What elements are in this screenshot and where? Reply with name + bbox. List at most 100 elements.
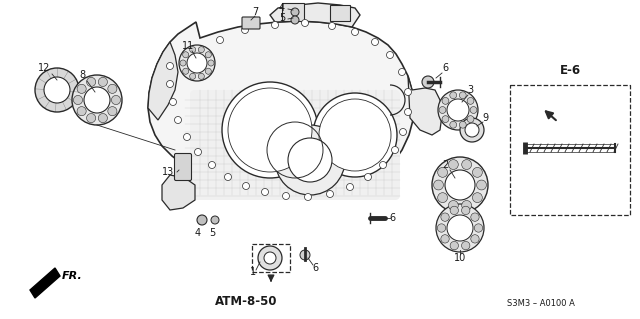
Circle shape bbox=[228, 88, 312, 172]
Text: 5: 5 bbox=[209, 228, 215, 238]
Circle shape bbox=[404, 108, 412, 115]
Circle shape bbox=[99, 114, 108, 122]
Text: 12: 12 bbox=[38, 63, 50, 73]
Circle shape bbox=[472, 167, 483, 177]
Bar bbox=[330, 5, 350, 21]
Text: 1: 1 bbox=[250, 267, 256, 277]
Circle shape bbox=[399, 129, 406, 136]
Circle shape bbox=[439, 107, 446, 114]
Circle shape bbox=[225, 174, 232, 181]
Text: ATM-8-50: ATM-8-50 bbox=[215, 295, 277, 308]
Circle shape bbox=[392, 146, 399, 153]
Circle shape bbox=[282, 192, 289, 199]
Circle shape bbox=[166, 63, 173, 70]
Polygon shape bbox=[30, 268, 60, 298]
Bar bbox=[252, 244, 290, 272]
Circle shape bbox=[422, 76, 434, 88]
Circle shape bbox=[442, 116, 449, 122]
Bar bbox=[510, 85, 630, 215]
Circle shape bbox=[461, 160, 472, 169]
Text: 13: 13 bbox=[162, 167, 174, 177]
Text: 6: 6 bbox=[389, 213, 395, 223]
Circle shape bbox=[166, 80, 173, 87]
Text: 6: 6 bbox=[312, 263, 318, 273]
Circle shape bbox=[198, 47, 204, 53]
Circle shape bbox=[196, 51, 204, 58]
Circle shape bbox=[291, 16, 299, 24]
Circle shape bbox=[44, 77, 70, 103]
Circle shape bbox=[198, 73, 204, 79]
FancyBboxPatch shape bbox=[242, 17, 260, 29]
Text: 4: 4 bbox=[279, 3, 285, 13]
Text: FR.: FR. bbox=[62, 271, 83, 281]
Text: 5: 5 bbox=[279, 13, 285, 23]
Circle shape bbox=[450, 121, 456, 128]
Circle shape bbox=[243, 182, 250, 189]
Circle shape bbox=[441, 235, 449, 243]
Circle shape bbox=[432, 157, 488, 213]
Circle shape bbox=[450, 206, 458, 215]
Text: 9: 9 bbox=[482, 113, 488, 123]
Circle shape bbox=[241, 26, 248, 33]
Circle shape bbox=[433, 180, 444, 190]
Circle shape bbox=[305, 194, 312, 201]
Circle shape bbox=[205, 68, 211, 74]
Circle shape bbox=[442, 98, 449, 104]
Circle shape bbox=[470, 107, 477, 114]
Circle shape bbox=[472, 193, 483, 203]
Circle shape bbox=[380, 161, 387, 168]
Text: E-6: E-6 bbox=[559, 64, 580, 77]
Circle shape bbox=[371, 39, 378, 46]
Circle shape bbox=[180, 60, 186, 66]
Text: 6: 6 bbox=[442, 63, 448, 73]
Circle shape bbox=[195, 149, 202, 155]
Circle shape bbox=[189, 73, 196, 79]
Circle shape bbox=[84, 87, 110, 113]
Circle shape bbox=[450, 92, 456, 99]
Circle shape bbox=[471, 213, 479, 221]
Circle shape bbox=[262, 189, 269, 196]
Circle shape bbox=[445, 170, 475, 200]
Circle shape bbox=[216, 36, 223, 43]
Polygon shape bbox=[162, 175, 195, 210]
Circle shape bbox=[86, 114, 96, 122]
Circle shape bbox=[184, 133, 191, 140]
Circle shape bbox=[108, 84, 117, 93]
Polygon shape bbox=[270, 3, 360, 27]
Circle shape bbox=[328, 23, 335, 29]
Circle shape bbox=[208, 60, 214, 66]
Circle shape bbox=[275, 125, 345, 195]
Circle shape bbox=[461, 241, 470, 250]
Circle shape bbox=[72, 75, 122, 125]
Circle shape bbox=[474, 224, 483, 232]
Circle shape bbox=[365, 174, 371, 181]
Text: 8: 8 bbox=[79, 70, 85, 80]
Circle shape bbox=[346, 183, 353, 190]
Circle shape bbox=[301, 19, 308, 26]
Bar bbox=[282, 3, 304, 21]
Text: 10: 10 bbox=[454, 253, 466, 263]
Circle shape bbox=[441, 213, 449, 221]
Circle shape bbox=[77, 107, 86, 116]
Circle shape bbox=[205, 52, 211, 58]
Circle shape bbox=[111, 95, 120, 105]
Circle shape bbox=[447, 99, 469, 121]
Circle shape bbox=[450, 241, 458, 250]
Circle shape bbox=[313, 93, 397, 177]
Circle shape bbox=[222, 82, 318, 178]
Text: 4: 4 bbox=[195, 228, 201, 238]
Circle shape bbox=[326, 190, 333, 197]
Circle shape bbox=[467, 98, 474, 104]
Circle shape bbox=[447, 215, 473, 241]
Circle shape bbox=[197, 215, 207, 225]
Circle shape bbox=[258, 246, 282, 270]
Circle shape bbox=[438, 167, 447, 177]
Polygon shape bbox=[408, 76, 442, 135]
Circle shape bbox=[437, 224, 445, 232]
Circle shape bbox=[438, 193, 447, 203]
Circle shape bbox=[477, 180, 486, 190]
FancyBboxPatch shape bbox=[190, 90, 400, 200]
Circle shape bbox=[209, 161, 216, 168]
Circle shape bbox=[460, 92, 466, 99]
Text: 3: 3 bbox=[467, 85, 473, 95]
